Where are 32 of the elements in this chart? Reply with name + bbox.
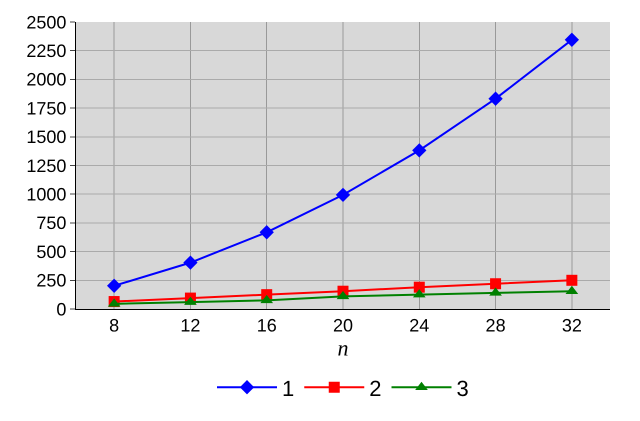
y-tick-label: 750 — [36, 213, 66, 234]
x-tick-label: 28 — [486, 316, 506, 336]
y-tick-label: 1250 — [26, 156, 66, 176]
x-axis-title: n — [338, 336, 348, 361]
legend-label: 2 — [369, 376, 382, 401]
point — [488, 92, 503, 106]
y-tick-label: 2500 — [26, 12, 66, 32]
point — [336, 188, 350, 202]
x-tick-label: 32 — [562, 316, 582, 336]
legend-label: 1 — [282, 376, 294, 401]
y-tick-label: 500 — [36, 242, 66, 262]
point — [106, 278, 122, 293]
y-tick-label: 250 — [36, 270, 66, 291]
x-tick-label: 16 — [256, 316, 277, 336]
y-tick-label: 2000 — [26, 70, 66, 90]
y-tick-label: 1500 — [26, 127, 66, 148]
legend-label: 3 — [456, 376, 469, 401]
point — [260, 225, 274, 240]
point — [564, 32, 580, 47]
x-tick-label: 12 — [180, 316, 200, 336]
y-tick-label: 2250 — [26, 41, 66, 61]
x-tick-label: 24 — [409, 316, 430, 336]
point — [414, 282, 425, 293]
point — [183, 255, 198, 270]
x-tick-label: 20 — [332, 316, 354, 336]
x-tick-label: 8 — [109, 316, 120, 336]
y-tick-label: 1000 — [26, 184, 66, 204]
point — [566, 274, 578, 286]
point — [412, 143, 426, 158]
y-tick-label: 1750 — [26, 98, 66, 118]
point — [490, 278, 502, 290]
y-tick-label: 0 — [56, 299, 66, 320]
